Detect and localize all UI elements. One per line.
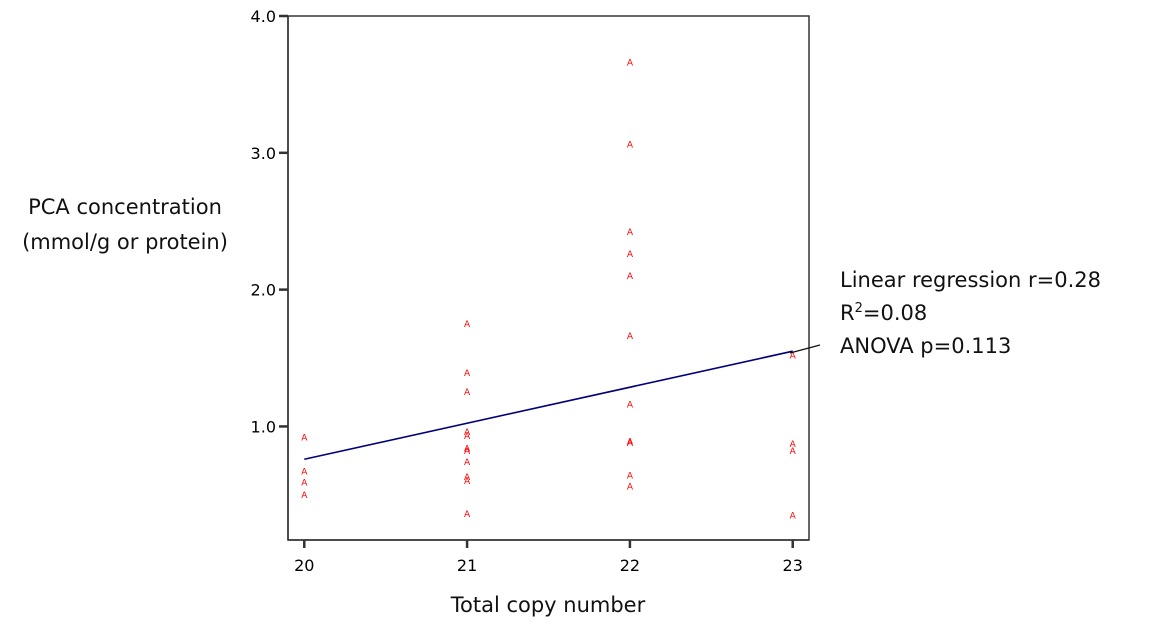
x-tick-label: 21 xyxy=(457,556,477,575)
data-point: A xyxy=(464,458,471,468)
data-point: A xyxy=(790,511,797,521)
data-point: A xyxy=(790,440,797,450)
plot-frame xyxy=(287,15,810,541)
y-tick-label: 3.0 xyxy=(251,144,276,163)
x-ticks: 20 21 22 23 xyxy=(294,540,803,575)
x-tick-label: 22 xyxy=(620,556,640,575)
data-point: A xyxy=(301,491,308,501)
x-axis-title: Total copy number xyxy=(450,593,646,617)
data-point: A xyxy=(464,444,471,454)
data-point: A xyxy=(301,433,308,443)
y-tick-label: 2.0 xyxy=(251,281,276,300)
data-point: A xyxy=(790,351,797,361)
data-point: A xyxy=(627,250,634,260)
data-point: A xyxy=(627,437,634,447)
annotation-line1: Linear regression r=0.28 xyxy=(840,268,1101,292)
y-tick-label: 1.0 xyxy=(251,417,276,436)
data-point: A xyxy=(627,228,634,238)
annotation-line3: ANOVA p=0.113 xyxy=(840,334,1011,358)
data-point: A xyxy=(464,473,471,483)
data-point: A xyxy=(464,428,471,438)
data-point: A xyxy=(464,510,471,520)
data-point: A xyxy=(627,59,634,69)
data-point: A xyxy=(464,388,471,398)
data-point: A xyxy=(627,141,634,151)
data-point: A xyxy=(464,477,471,487)
data-point: A xyxy=(627,272,634,282)
y-tick-label: 4.0 xyxy=(251,7,276,26)
data-point: A xyxy=(464,447,471,457)
data-point: A xyxy=(627,483,634,493)
data-point: A xyxy=(627,472,634,482)
regression-line xyxy=(304,350,793,461)
y-ticks: 1.0 2.0 3.0 4.0 xyxy=(251,7,288,436)
data-point: A xyxy=(790,447,797,457)
data-point: A xyxy=(627,332,634,342)
data-point: A xyxy=(627,401,634,411)
annotation-r: R xyxy=(840,301,855,325)
data-point: A xyxy=(464,320,471,330)
annotation-sup: 2 xyxy=(855,301,863,316)
y-axis-title-line1: PCA concentration xyxy=(28,195,222,219)
data-point: A xyxy=(301,468,308,478)
annotation-r2-value: =0.08 xyxy=(863,301,927,325)
x-tick-label: 20 xyxy=(294,556,314,575)
annotation-leader-line xyxy=(789,344,821,354)
data-point: A xyxy=(464,369,471,379)
y-axis-title-line2: (mmol/g or protein) xyxy=(22,230,228,254)
x-tick-label: 23 xyxy=(783,556,803,575)
data-point: A xyxy=(627,439,634,449)
data-point: A xyxy=(464,432,471,442)
annotation-line2: R2=0.08 xyxy=(840,301,927,325)
data-point: A xyxy=(301,479,308,489)
